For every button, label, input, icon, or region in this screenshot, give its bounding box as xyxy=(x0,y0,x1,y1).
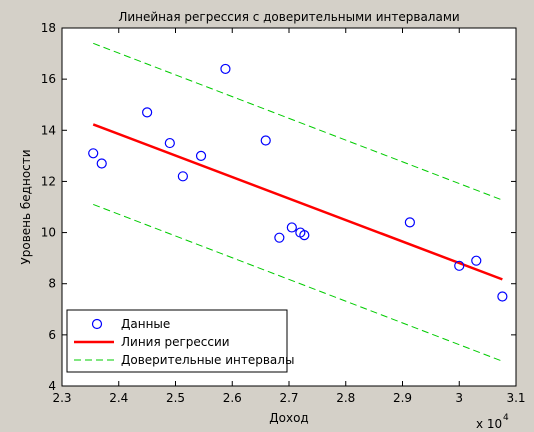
x-tick-label: 3 xyxy=(455,391,463,405)
x-multiplier-exponent: 4 xyxy=(503,413,509,423)
y-axis-label: Уровень бедности xyxy=(19,149,33,264)
x-tick-label: 2.3 xyxy=(52,391,71,405)
x-tick-label: 2.6 xyxy=(223,391,242,405)
confidence-interval-line xyxy=(93,42,503,201)
x-tick-label: 2.9 xyxy=(393,391,412,405)
data-point xyxy=(471,255,482,266)
y-tick-label: 8 xyxy=(48,277,56,291)
y-tick-label: 14 xyxy=(41,123,56,137)
data-point xyxy=(274,232,285,243)
axes-frame xyxy=(61,27,517,387)
y-tick-label: 6 xyxy=(48,328,56,342)
data-point xyxy=(260,135,271,146)
data-point xyxy=(220,63,231,75)
y-tick-label: 16 xyxy=(41,72,56,86)
confidence-interval-line xyxy=(93,203,503,362)
y-tick-label: 10 xyxy=(41,226,56,240)
legend-label-regression: Линия регрессии xyxy=(121,335,230,349)
legend-marker-data xyxy=(91,318,103,330)
axis-ticks: 2.3 2.4 2.5 2.6 2.7 2.8 2.9 3 3.1 4 6 8 10 12 14 16 18 xyxy=(41,21,526,405)
data-point xyxy=(299,230,310,241)
data-point xyxy=(164,137,175,149)
chart-title: Линейная регрессия с доверительными инте… xyxy=(118,10,459,24)
x-tick-label: 2.8 xyxy=(336,391,355,405)
y-tick-label: 4 xyxy=(48,379,56,393)
data-point xyxy=(177,171,188,182)
x-tick-label: 2.7 xyxy=(279,391,298,405)
x-tick-label: 3.1 xyxy=(506,391,525,405)
data-point xyxy=(497,291,508,302)
legend-label-data: Данные xyxy=(121,317,170,331)
legend: Данные Линия регрессии Доверительные инт… xyxy=(66,309,294,373)
y-tick-label: 12 xyxy=(41,174,56,188)
data-point xyxy=(142,107,153,118)
data-point xyxy=(286,222,297,233)
data-point xyxy=(195,150,207,161)
series-layer xyxy=(88,42,508,362)
y-tick-label: 18 xyxy=(41,21,56,35)
legend-label-confidence: Доверительные интервалы xyxy=(121,353,294,367)
data-point xyxy=(88,148,99,159)
data-point xyxy=(404,217,415,228)
regression-line xyxy=(92,123,503,281)
data-point xyxy=(454,260,465,271)
data-point xyxy=(96,158,107,169)
x-tick-label: 2.4 xyxy=(109,391,128,405)
x-tick-label: 2.5 xyxy=(166,391,185,405)
x-multiplier-label: x 10 xyxy=(476,417,502,431)
x-axis-label: Доход xyxy=(269,411,308,425)
